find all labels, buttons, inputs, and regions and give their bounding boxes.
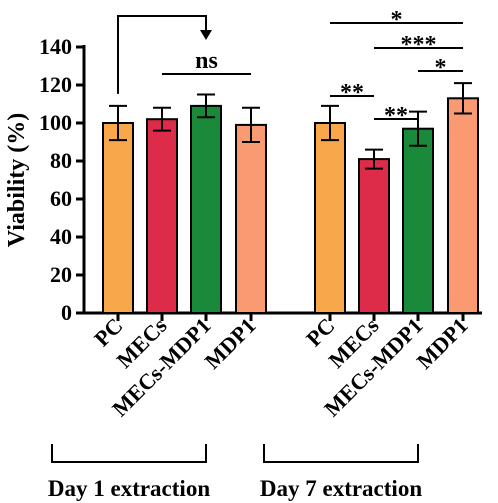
y-tick-label: 40	[50, 224, 72, 249]
bar	[190, 104, 222, 315]
significance-label: **	[340, 80, 364, 106]
y-tick-label: 100	[39, 110, 72, 135]
significance-label: ***	[401, 32, 437, 58]
significance-label: ns	[195, 48, 218, 74]
y-tick-label: 0	[61, 300, 72, 325]
bars	[102, 82, 479, 321]
bar	[235, 123, 267, 315]
y-axis-label: Viability (%)	[4, 113, 30, 247]
comparison-arrow	[117, 15, 207, 94]
x-tick-label: MDP1	[412, 313, 473, 374]
group-bracket	[51, 444, 207, 463]
bar	[102, 122, 134, 314]
y-tick-label: 140	[39, 34, 72, 59]
y-tick-label: 80	[50, 148, 72, 173]
significance-label: *	[435, 55, 447, 81]
y-tick-label: 120	[39, 72, 72, 97]
bar	[358, 158, 390, 314]
group-bracket	[263, 444, 419, 463]
y-tick-label: 20	[50, 262, 72, 287]
arrow-head	[200, 30, 212, 40]
bar	[447, 97, 479, 314]
x-tick-label: MDP1	[200, 313, 261, 374]
group-label: Day 7 extraction	[260, 476, 422, 501]
significance-label: **	[384, 103, 408, 129]
group-label: Day 1 extraction	[48, 476, 210, 501]
bar	[314, 122, 346, 314]
bar	[146, 118, 178, 314]
significance-label: *	[391, 7, 403, 33]
group-brackets: Day 1 extraction Day 7 extraction	[48, 444, 422, 501]
y-tick-label: 60	[50, 186, 72, 211]
bar	[402, 127, 434, 314]
significance-annotations: ns*********	[117, 7, 463, 129]
y-axis: 0 20 40 60 80 100 120 140	[39, 34, 482, 325]
